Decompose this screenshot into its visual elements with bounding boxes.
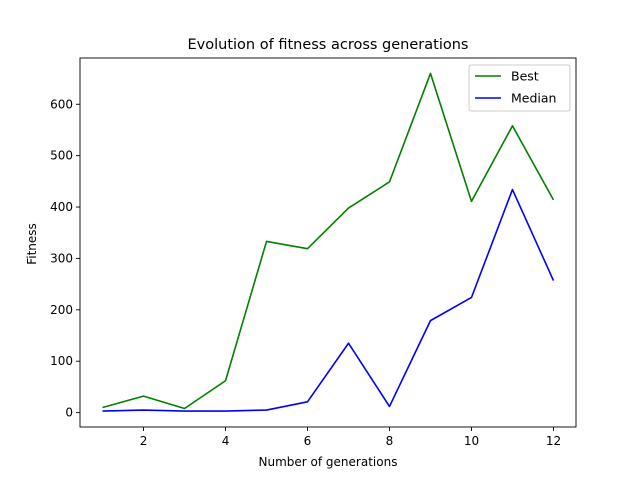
series-line-best xyxy=(102,72,555,410)
x-axis-title: Number of generations xyxy=(259,455,398,469)
plot-area: 2 4 6 8 10 12 0 100 200 300 400 500 600 xyxy=(50,57,577,448)
legend: Best Median xyxy=(468,64,571,112)
axes-frame xyxy=(79,57,577,428)
y-tick-label: 400 xyxy=(50,200,73,214)
series-line-median xyxy=(102,188,555,412)
chart-title: Evolution of fitness across generations xyxy=(188,37,469,53)
y-tick-label: 300 xyxy=(50,251,73,265)
legend-label-median: Median xyxy=(511,91,556,106)
x-tick-label: 4 xyxy=(222,434,230,448)
x-tick-label: 6 xyxy=(304,434,312,448)
x-tick-label: 2 xyxy=(140,434,148,448)
y-tick-label: 0 xyxy=(65,406,73,420)
legend-label-best: Best xyxy=(511,69,539,84)
y-tick-label: 100 xyxy=(50,354,73,368)
x-tick-label: 8 xyxy=(386,434,394,448)
y-axis-title: Fitness xyxy=(25,223,39,265)
y-tick-label: 200 xyxy=(50,303,73,317)
y-tick-label: 500 xyxy=(50,149,73,163)
x-tick-label: 12 xyxy=(546,434,561,448)
y-tick-label: 600 xyxy=(50,97,73,111)
x-tick-label: 10 xyxy=(464,434,479,448)
